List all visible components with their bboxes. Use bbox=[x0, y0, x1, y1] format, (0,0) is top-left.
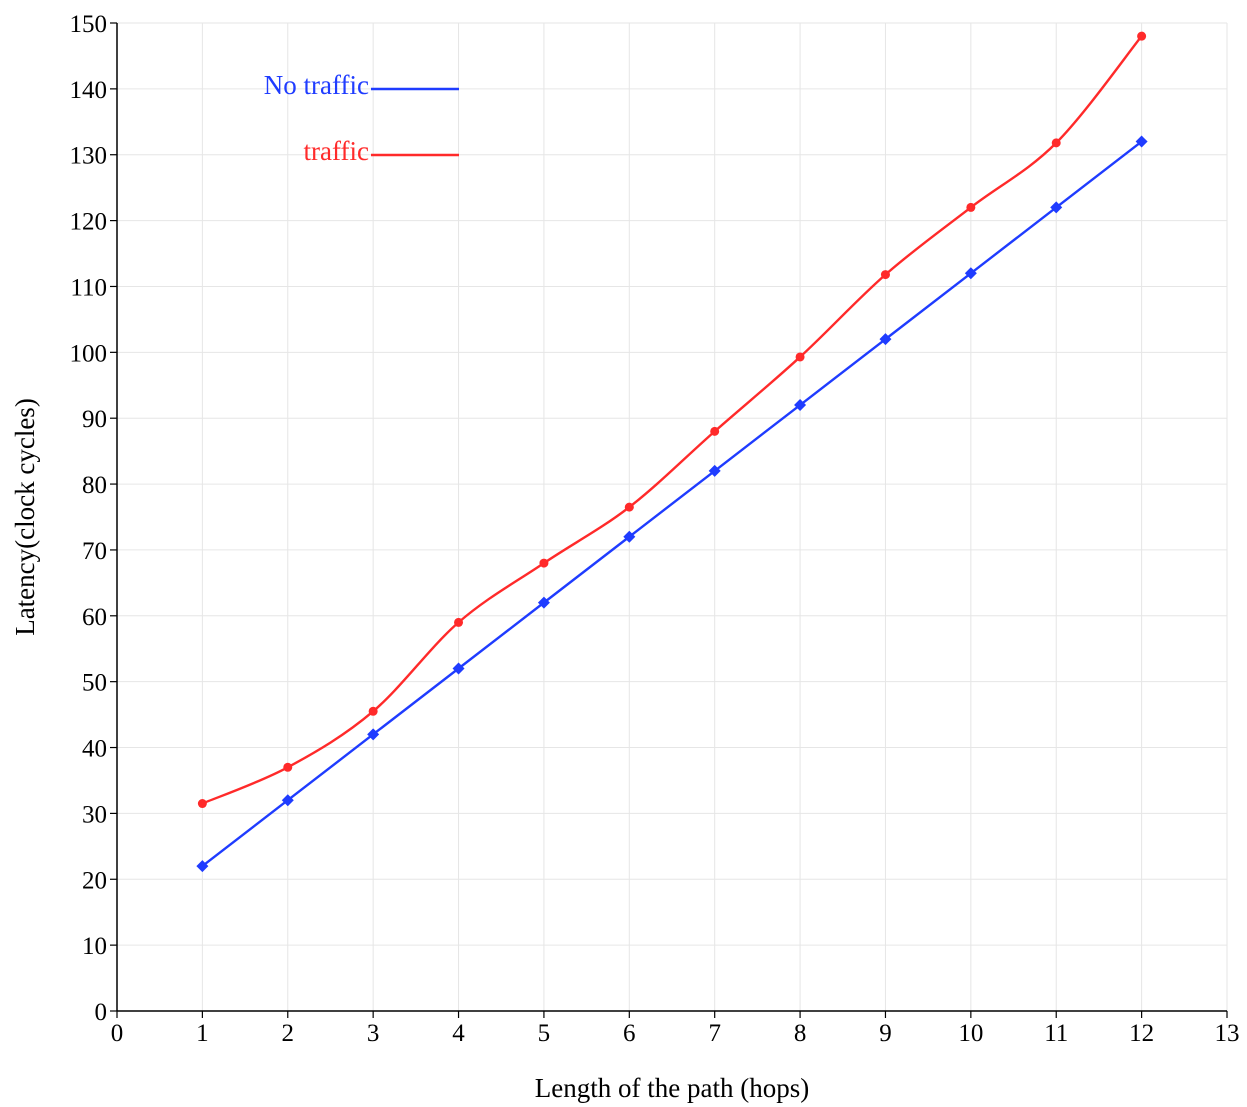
grid-lines bbox=[117, 22, 1228, 1011]
data-point-no-traffic bbox=[1135, 135, 1148, 148]
data-point-traffic bbox=[624, 502, 634, 512]
x-tick-label: 4 bbox=[452, 1020, 465, 1047]
y-tick-label: 60 bbox=[82, 604, 107, 631]
x-tick-label: 6 bbox=[623, 1020, 636, 1047]
x-tick-label: 2 bbox=[282, 1020, 295, 1047]
data-point-no-traffic bbox=[794, 399, 807, 412]
y-tick-label: 120 bbox=[70, 209, 108, 236]
x-axis-label: Length of the path (hops) bbox=[535, 1073, 809, 1103]
x-tick-label: 0 bbox=[111, 1020, 124, 1047]
data-point-no-traffic bbox=[537, 596, 550, 609]
y-tick-label: 50 bbox=[82, 670, 107, 697]
y-tick-label: 40 bbox=[82, 736, 107, 763]
y-tick-label: 110 bbox=[70, 274, 107, 301]
data-point-traffic bbox=[966, 202, 976, 212]
x-tick-label: 7 bbox=[708, 1020, 721, 1047]
x-tick-label: 13 bbox=[1215, 1020, 1240, 1047]
data-point-no-traffic bbox=[452, 662, 465, 675]
x-tick-label: 8 bbox=[794, 1020, 807, 1047]
x-tick-label: 1 bbox=[196, 1020, 209, 1047]
data-point-traffic bbox=[880, 270, 890, 280]
series-line-no-traffic bbox=[201, 140, 1143, 868]
legend-label-no-traffic: No traffic bbox=[264, 70, 369, 100]
data-point-traffic bbox=[710, 426, 720, 436]
data-point-traffic bbox=[454, 617, 464, 627]
y-tick-label: 20 bbox=[82, 867, 107, 894]
x-axis-ticks: 0 1 2 3 4 5 6 7 8 9 10 11 12 13 bbox=[111, 1011, 1240, 1047]
data-point-no-traffic bbox=[623, 530, 636, 543]
data-point-traffic bbox=[368, 706, 378, 716]
y-tick-label: 140 bbox=[70, 77, 108, 104]
data-point-no-traffic bbox=[708, 464, 721, 477]
data-point-no-traffic bbox=[1050, 201, 1063, 214]
data-point-no-traffic bbox=[879, 333, 892, 346]
x-tick-label: 10 bbox=[958, 1020, 983, 1047]
x-tick-label: 12 bbox=[1129, 1020, 1154, 1047]
data-point-no-traffic bbox=[367, 728, 380, 741]
legend-label-traffic: traffic bbox=[304, 136, 369, 166]
y-tick-label: 30 bbox=[82, 801, 107, 828]
y-tick-label: 10 bbox=[82, 933, 107, 960]
data-point-traffic bbox=[197, 799, 207, 809]
y-tick-label: 130 bbox=[70, 143, 108, 170]
data-point-traffic bbox=[1051, 138, 1061, 148]
series-group bbox=[196, 31, 1148, 873]
data-point-traffic bbox=[539, 558, 549, 568]
data-point-no-traffic bbox=[281, 794, 294, 807]
data-point-no-traffic bbox=[196, 860, 209, 873]
x-tick-label: 3 bbox=[367, 1020, 380, 1047]
x-tick-label: 11 bbox=[1044, 1020, 1068, 1047]
data-point-traffic bbox=[795, 352, 805, 362]
y-tick-label: 70 bbox=[82, 538, 107, 565]
x-tick-label: 5 bbox=[538, 1020, 551, 1047]
data-point-traffic bbox=[283, 762, 293, 772]
y-tick-label: 150 bbox=[70, 11, 108, 38]
legend: No traffic traffic bbox=[264, 70, 459, 166]
data-point-no-traffic bbox=[964, 267, 977, 280]
y-tick-label: 80 bbox=[82, 472, 107, 499]
y-tick-label: 100 bbox=[70, 340, 108, 367]
x-tick-label: 9 bbox=[879, 1020, 892, 1047]
y-axis-ticks: 0 10 20 30 40 50 60 70 80 90 100 110 120 130 140 150 bbox=[70, 11, 117, 1026]
axes bbox=[116, 23, 1227, 1012]
y-axis-label: Latency(clock cycles) bbox=[10, 398, 40, 636]
y-tick-label: 90 bbox=[82, 406, 107, 433]
data-point-traffic bbox=[1137, 31, 1147, 41]
y-tick-label: 0 bbox=[95, 999, 108, 1026]
